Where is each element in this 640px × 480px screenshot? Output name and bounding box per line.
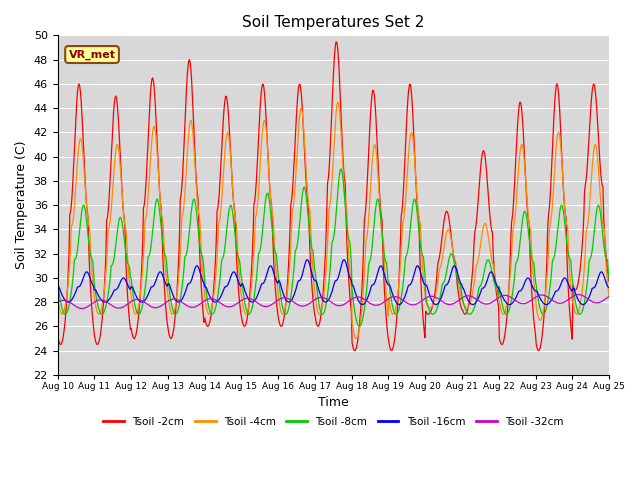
Tsoil -8cm — [402, 253, 410, 259]
Tsoil -2cm — [417, 284, 425, 290]
Tsoil -32cm — [401, 299, 409, 304]
Tsoil -8cm — [355, 324, 363, 329]
Tsoil -4cm — [63, 287, 71, 292]
Title: Soil Temperatures Set 2: Soil Temperatures Set 2 — [242, 15, 424, 30]
Tsoil -8cm — [605, 276, 613, 282]
Line: Tsoil -16cm: Tsoil -16cm — [58, 260, 609, 304]
Line: Tsoil -32cm: Tsoil -32cm — [58, 295, 609, 309]
Tsoil -4cm — [54, 293, 61, 299]
Tsoil -32cm — [121, 303, 129, 309]
Tsoil -16cm — [54, 284, 61, 289]
Tsoil -4cm — [605, 294, 613, 300]
Tsoil -8cm — [205, 307, 213, 312]
Tsoil -2cm — [63, 284, 71, 290]
Tsoil -16cm — [63, 299, 71, 305]
Tsoil -2cm — [401, 154, 409, 160]
Tsoil -32cm — [417, 299, 425, 304]
Tsoil -16cm — [205, 293, 213, 299]
Tsoil -16cm — [579, 301, 587, 307]
Line: Tsoil -2cm: Tsoil -2cm — [58, 42, 609, 350]
Tsoil -16cm — [401, 293, 409, 299]
Tsoil -16cm — [177, 299, 184, 304]
Tsoil -2cm — [534, 348, 542, 353]
Tsoil -2cm — [120, 216, 128, 221]
Line: Tsoil -8cm: Tsoil -8cm — [58, 169, 609, 326]
Tsoil -8cm — [120, 237, 128, 242]
Tsoil -8cm — [177, 297, 184, 303]
Tsoil -8cm — [63, 308, 71, 314]
Tsoil -2cm — [332, 39, 340, 45]
Tsoil -32cm — [54, 300, 61, 305]
Tsoil -2cm — [605, 278, 613, 284]
Tsoil -4cm — [205, 312, 213, 317]
Tsoil -4cm — [120, 217, 128, 223]
Tsoil -2cm — [205, 321, 213, 326]
Tsoil -32cm — [78, 306, 86, 312]
Tsoil -4cm — [402, 194, 410, 200]
Tsoil -32cm — [206, 296, 214, 301]
Tsoil -32cm — [177, 299, 185, 304]
Tsoil -2cm — [54, 331, 61, 336]
X-axis label: Time: Time — [318, 396, 349, 409]
Text: VR_met: VR_met — [68, 49, 116, 60]
Tsoil -8cm — [418, 251, 426, 257]
Tsoil -16cm — [417, 272, 425, 277]
Tsoil -32cm — [605, 293, 613, 299]
Tsoil -8cm — [54, 276, 61, 282]
Tsoil -4cm — [418, 253, 426, 259]
Tsoil -4cm — [352, 336, 360, 341]
Tsoil -32cm — [63, 298, 71, 304]
Tsoil -4cm — [333, 100, 341, 106]
Tsoil -2cm — [177, 196, 184, 202]
Tsoil -16cm — [304, 257, 312, 263]
Tsoil -8cm — [337, 166, 344, 172]
Y-axis label: Soil Temperature (C): Soil Temperature (C) — [15, 141, 28, 269]
Tsoil -16cm — [605, 285, 613, 291]
Line: Tsoil -4cm: Tsoil -4cm — [58, 103, 609, 338]
Tsoil -32cm — [575, 292, 582, 298]
Legend: Tsoil -2cm, Tsoil -4cm, Tsoil -8cm, Tsoil -16cm, Tsoil -32cm: Tsoil -2cm, Tsoil -4cm, Tsoil -8cm, Tsoi… — [99, 412, 568, 431]
Tsoil -16cm — [120, 276, 128, 281]
Tsoil -4cm — [177, 251, 184, 257]
